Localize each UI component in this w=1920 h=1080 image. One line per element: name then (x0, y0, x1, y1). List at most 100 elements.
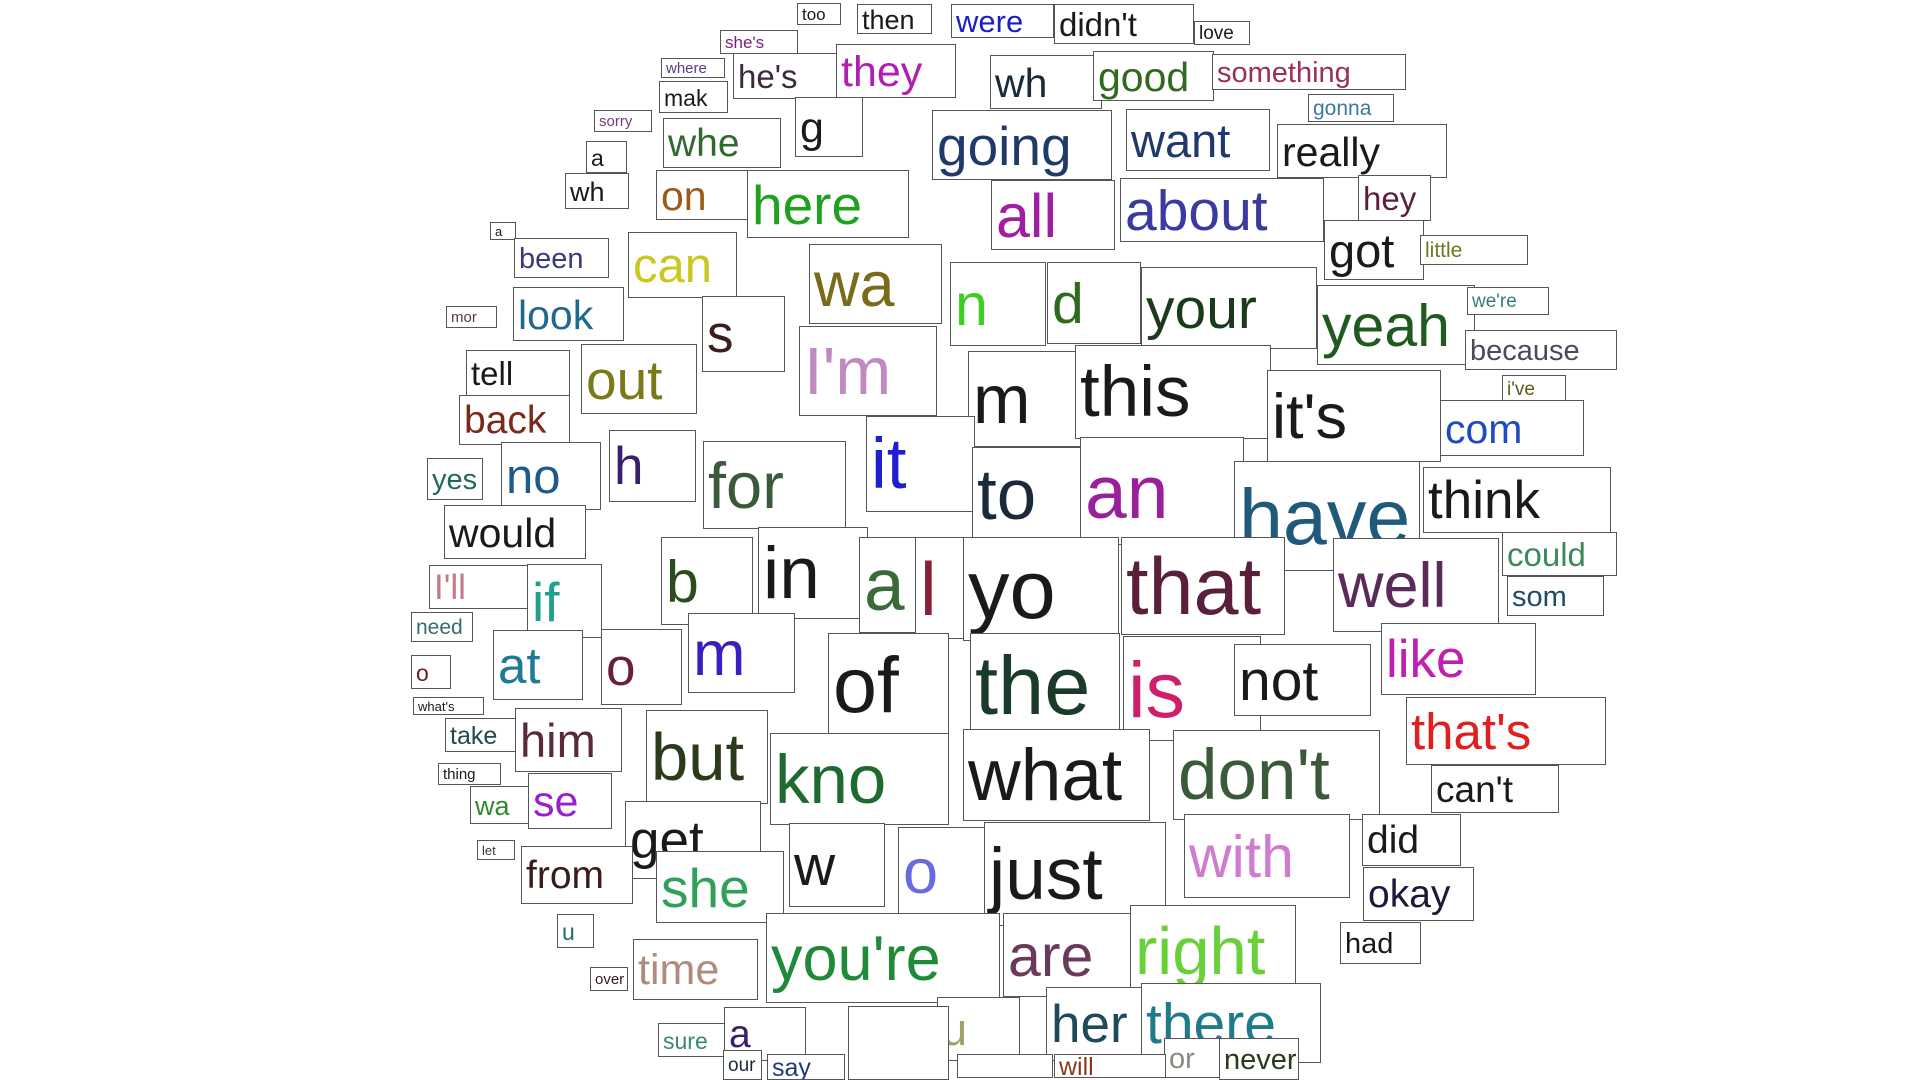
word-not: not (1234, 644, 1371, 716)
word-she-s: she's (720, 30, 798, 54)
word-would: would (444, 505, 586, 559)
word-will: will (1054, 1054, 1166, 1078)
word-her: her (1046, 987, 1150, 1061)
word-you-re: you're (766, 913, 1000, 1003)
word-are: are (1003, 913, 1145, 997)
word-mor: mor (446, 306, 497, 328)
word-d: d (1047, 262, 1141, 344)
word-back: back (459, 395, 570, 445)
word-blank (848, 1006, 949, 1080)
word-like: like (1381, 623, 1536, 695)
word-never: never (1219, 1038, 1299, 1080)
word-but: but (646, 710, 768, 804)
word-got: got (1324, 220, 1424, 280)
word-did: did (1362, 814, 1461, 866)
word-m: m (968, 351, 1086, 447)
word-he-s: he's (733, 53, 837, 99)
word-can-t: can't (1431, 765, 1559, 813)
word-thing: thing (438, 763, 501, 785)
word-need: need (411, 612, 473, 642)
word-kno: kno (770, 733, 949, 825)
word-from: from (521, 846, 633, 904)
word-b: b (661, 537, 753, 625)
word-som: som (1507, 576, 1604, 616)
word-she: she (656, 851, 784, 923)
word-little: little (1420, 235, 1528, 265)
word-com: com (1440, 400, 1584, 456)
word-yeah: yeah (1317, 285, 1475, 365)
word-at: at (493, 630, 583, 700)
word-because: because (1465, 330, 1617, 370)
word-o: o (411, 655, 451, 689)
word-or: or (1164, 1038, 1221, 1078)
word-here: here (747, 170, 909, 238)
word-in: in (758, 527, 868, 619)
word-hey: hey (1358, 175, 1431, 221)
word-think: think (1423, 467, 1611, 533)
word-okay: okay (1363, 867, 1474, 921)
word-could: could (1502, 532, 1617, 576)
word-let: let (477, 840, 515, 860)
word-time: time (633, 939, 758, 1000)
word-good: good (1093, 51, 1214, 101)
word-it-s: it's (1267, 370, 1441, 462)
word-o: o (601, 629, 682, 705)
word-then: then (857, 4, 932, 34)
word-g: g (795, 97, 863, 157)
word-say: say (767, 1054, 845, 1080)
word-look: look (513, 287, 624, 341)
word-we-re: we're (1467, 287, 1549, 315)
word-m: m (688, 613, 795, 693)
word-to: to (972, 447, 1086, 543)
word-sorry: sorry (594, 110, 652, 132)
word-had: had (1340, 922, 1421, 964)
word-been: been (514, 238, 609, 278)
word-were: were (951, 4, 1054, 38)
word-u: u (937, 997, 1020, 1061)
word-that: that (1121, 537, 1285, 635)
word-that-s: that's (1406, 697, 1606, 765)
word-take: take (445, 718, 517, 752)
word-they: they (836, 44, 956, 98)
word-for: for (703, 441, 846, 529)
word-a: a (586, 141, 627, 173)
word-a: a (490, 222, 516, 240)
word-h: h (609, 430, 696, 502)
word-if: if (527, 564, 602, 638)
word-where: where (661, 58, 725, 78)
word-with: with (1184, 814, 1350, 898)
word-can: can (628, 232, 737, 298)
word-going: going (932, 110, 1112, 180)
word-right: right (1130, 905, 1296, 997)
word-on: on (656, 170, 752, 220)
word-him: him (515, 708, 622, 772)
word-our: our (723, 1050, 762, 1080)
word-something: something (1212, 54, 1406, 90)
word-of: of (828, 633, 949, 735)
word-really: really (1277, 124, 1447, 178)
word-an: an (1080, 437, 1244, 545)
word-love: love (1194, 21, 1250, 45)
word-s: s (702, 296, 785, 372)
word-w: w (789, 823, 885, 907)
word-this: this (1075, 345, 1271, 439)
word-i-ve: i've (1502, 375, 1566, 403)
word-didn-t: didn't (1054, 4, 1194, 44)
word-wh: wh (565, 173, 629, 209)
word-mak: mak (659, 81, 728, 113)
word-don-t: don't (1173, 730, 1380, 820)
word-all: all (991, 180, 1115, 250)
word-no: no (501, 442, 601, 510)
word-se: se (528, 773, 612, 829)
word-i-m: I'm (799, 326, 937, 416)
word-sure: sure (658, 1023, 727, 1057)
word-it: it (866, 416, 975, 512)
word-over: over (590, 967, 628, 991)
word-too: too (797, 3, 841, 25)
word-whe: whe (663, 118, 781, 168)
word-your: your (1141, 267, 1317, 349)
word-gonna: gonna (1308, 94, 1394, 122)
word-blank (957, 1054, 1053, 1078)
word-wa: wa (470, 786, 534, 824)
